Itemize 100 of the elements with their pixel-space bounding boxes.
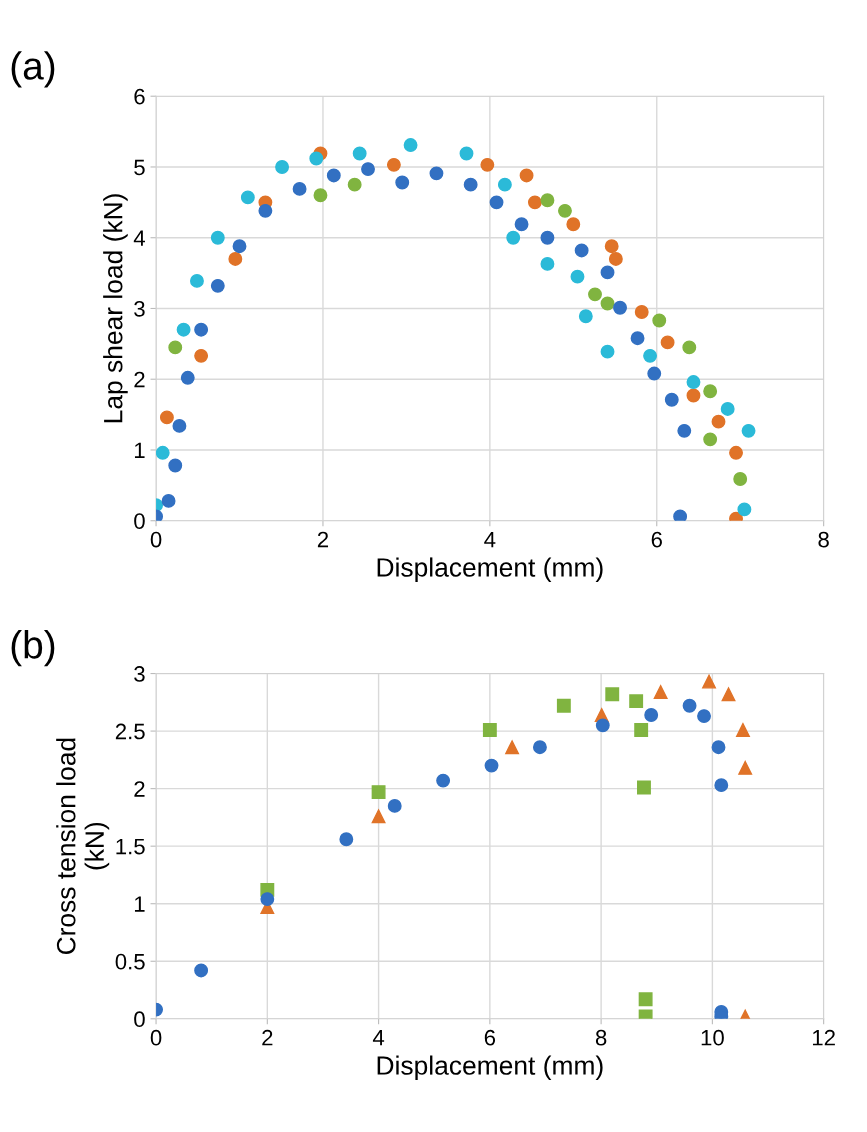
- point: [652, 313, 667, 328]
- point: [686, 375, 701, 389]
- point: [309, 151, 324, 166]
- point: [210, 230, 225, 245]
- point: [714, 778, 729, 793]
- point: [711, 414, 726, 429]
- point: [519, 168, 534, 183]
- point: [634, 722, 649, 737]
- point: [387, 798, 402, 813]
- y-tick-label: 2.5: [115, 723, 145, 740]
- y-tick-label: 1.5: [116, 838, 145, 855]
- point: [630, 331, 645, 346]
- y-axis-title: Lap shear load (kN): [103, 194, 128, 423]
- point: [180, 370, 195, 385]
- point: [733, 472, 748, 486]
- point: [540, 256, 555, 271]
- point: [347, 177, 362, 192]
- point: [566, 217, 581, 232]
- point: [480, 157, 495, 172]
- point: [260, 892, 275, 907]
- point: [629, 694, 644, 709]
- x-tick-label: 8: [595, 1029, 607, 1046]
- point: [459, 146, 474, 161]
- chart-title: (b): [11, 630, 55, 667]
- point: [168, 340, 183, 355]
- x-tick-label: 0: [150, 531, 162, 548]
- point: [232, 239, 247, 254]
- point: [156, 445, 170, 460]
- point: [527, 195, 542, 210]
- x-tick-label: 12: [812, 1029, 835, 1046]
- point: [729, 445, 743, 460]
- point: [258, 203, 273, 218]
- point: [436, 773, 451, 788]
- y-tick-label: 0: [134, 1011, 145, 1028]
- x-tick-label: 2: [262, 1029, 273, 1046]
- point: [570, 269, 585, 284]
- point: [595, 718, 610, 733]
- point: [720, 401, 735, 416]
- point: [736, 722, 750, 737]
- point: [240, 190, 255, 205]
- point: [505, 740, 520, 755]
- point: [275, 160, 290, 174]
- y-tick-label: 1: [134, 442, 145, 459]
- y-tick-label: 2: [134, 781, 145, 797]
- point: [194, 322, 209, 337]
- point: [540, 230, 555, 245]
- point: [161, 493, 176, 508]
- point: [702, 674, 716, 689]
- point: [556, 698, 571, 713]
- point: [463, 177, 478, 192]
- point: [172, 418, 187, 433]
- point: [588, 287, 602, 302]
- point: [697, 709, 711, 724]
- point: [352, 146, 367, 161]
- point: [482, 722, 497, 737]
- x-tick-label: 8: [818, 531, 829, 548]
- point: [737, 502, 752, 517]
- point: [682, 698, 697, 713]
- point: [660, 335, 675, 350]
- point: [228, 251, 243, 266]
- y-tick-label: 3: [134, 301, 145, 317]
- point: [600, 265, 615, 280]
- y-tick-label: 0: [134, 513, 145, 529]
- y-tick-label: 6: [134, 88, 145, 105]
- point: [194, 348, 209, 363]
- y-tick-label: 3: [134, 666, 145, 682]
- point: [741, 423, 756, 438]
- point: [168, 458, 183, 473]
- point: [190, 273, 204, 288]
- point: [326, 168, 341, 183]
- y-tick-label: 4: [133, 230, 145, 246]
- point: [540, 193, 555, 208]
- point: [634, 305, 649, 319]
- chart-title: (a): [11, 51, 55, 88]
- point: [677, 423, 692, 438]
- point: [673, 509, 688, 521]
- point: [637, 780, 651, 795]
- point: [600, 344, 615, 359]
- x-tick-label: 4: [372, 1030, 385, 1046]
- point: [210, 278, 225, 293]
- point: [643, 348, 658, 363]
- point: [497, 177, 512, 192]
- point: [613, 300, 627, 315]
- x-tick-label: 10: [701, 1029, 724, 1046]
- point: [682, 340, 697, 355]
- point: [647, 366, 662, 381]
- y-axis-title: Cross tension load (kN): [56, 738, 110, 955]
- point: [703, 384, 718, 399]
- point: [313, 188, 328, 203]
- y-tick-label: 5: [134, 159, 145, 176]
- point: [738, 760, 753, 775]
- point: [608, 251, 623, 266]
- point: [703, 432, 718, 447]
- point: [339, 832, 354, 847]
- point: [558, 203, 572, 218]
- point: [532, 740, 547, 755]
- point: [604, 239, 619, 254]
- x-tick-label: 6: [484, 1029, 496, 1046]
- point: [653, 685, 668, 699]
- x-tick-label: 6: [651, 531, 662, 548]
